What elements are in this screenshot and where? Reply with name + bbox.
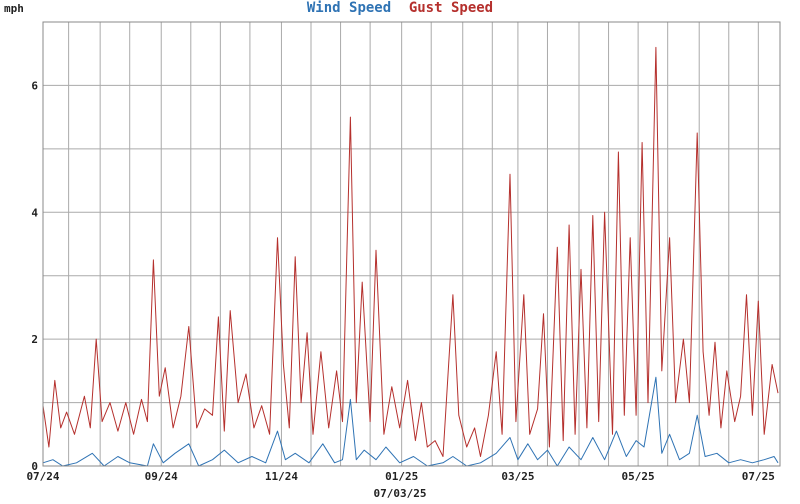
y-tick-label: 6: [31, 79, 38, 92]
tick-labels: 0 2 4 6 07/24 09/24 11/24 01/25 03/25 05/25 07/25: [26, 79, 774, 483]
y-tick-label: 0: [31, 460, 38, 473]
x-tick-label: 05/25: [622, 470, 655, 483]
plot-frame: [42, 21, 781, 467]
y-tick-label: 4: [31, 206, 38, 219]
grid: [43, 21, 780, 467]
chart-title: Wind Speed Gust Speed: [307, 0, 493, 16]
x-tick-label: 01/25: [385, 470, 418, 483]
title-wind-speed: Wind Speed: [307, 0, 391, 16]
x-tick-label: 07/25: [742, 470, 775, 483]
x-tick-label: 09/24: [145, 470, 178, 483]
x-axis-date-label: 07/03/25: [374, 487, 427, 500]
y-axis-unit-label: mph: [4, 2, 24, 15]
x-tick-label: 03/25: [501, 470, 534, 483]
title-gust-speed: Gust Speed: [409, 0, 493, 16]
x-tick-label: 07/24: [26, 470, 59, 483]
y-tick-label: 2: [31, 333, 38, 346]
x-tick-label: 11/24: [265, 470, 298, 483]
series-line-gust-speed: [42, 46, 779, 457]
